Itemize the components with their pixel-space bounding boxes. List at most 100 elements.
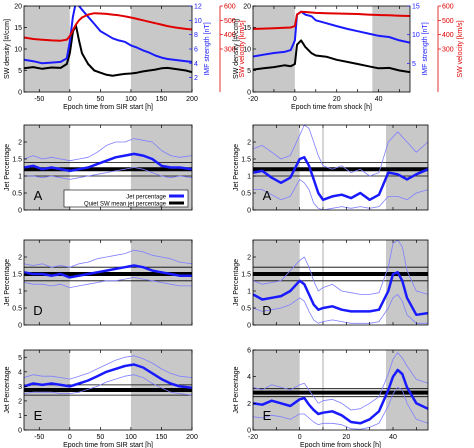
series-upper xyxy=(253,352,428,411)
series-upper xyxy=(24,355,192,380)
y-tick-label: 0 xyxy=(247,428,251,435)
panel-letter: E xyxy=(34,408,43,423)
series-mean xyxy=(24,264,192,279)
right1-axis-label: IMF strength [nT] xyxy=(422,22,429,75)
plot-area xyxy=(253,125,428,210)
right1-tick-label: 2 xyxy=(194,75,198,82)
y-tick-label: 1.5 xyxy=(12,157,22,164)
right2-tick-label: 600 xyxy=(442,4,454,11)
y-tick-label: 1.5 xyxy=(241,272,251,279)
right2-tick-label: 300 xyxy=(224,47,236,54)
right2-tick-label: 500 xyxy=(442,18,454,25)
panel-letter: D xyxy=(262,303,271,318)
plot-frame xyxy=(252,124,429,211)
right2-tick-label: 500 xyxy=(224,18,236,25)
right1-tick-label: 8 xyxy=(194,32,198,39)
x-tick-label: 40 xyxy=(389,434,397,441)
shaded-region xyxy=(253,6,295,92)
y-tick-label: 1 xyxy=(247,289,251,296)
series-mean xyxy=(253,156,428,202)
series-velocity xyxy=(253,10,410,30)
shaded-region xyxy=(24,240,70,325)
panel-letter: E xyxy=(263,408,272,423)
y-tick-label: 2 xyxy=(247,255,251,262)
x-axis-label: Epoch time from SIR start [h] xyxy=(63,104,153,111)
right1-tick-label: 15 xyxy=(412,4,420,11)
y-tick-label: 1.5 xyxy=(241,157,251,164)
plot-area xyxy=(24,249,192,289)
x-tick-label: 50 xyxy=(96,96,104,103)
right2-axis-label: SW velocity [km/s] xyxy=(457,20,464,77)
series-lower xyxy=(24,374,192,396)
y-tick-label: 2 xyxy=(247,401,251,408)
right2-tick-label: 600 xyxy=(224,4,236,11)
plot-frame xyxy=(23,239,193,326)
series-mean xyxy=(253,271,428,317)
shaded-region xyxy=(386,240,428,325)
y-tick-label: 0 xyxy=(18,208,22,215)
y-tick-label: 2 xyxy=(18,140,22,147)
y-tick-label: 2 xyxy=(18,255,22,262)
shaded-region xyxy=(253,350,300,430)
series-lower xyxy=(253,386,428,430)
y-tick-label: 4 xyxy=(18,369,22,376)
right1-tick-label: 10 xyxy=(194,18,202,25)
y-tick-label: 0.5 xyxy=(12,191,22,198)
panel-letter: D xyxy=(33,303,42,318)
x-tick-label: 40 xyxy=(375,96,383,103)
y-tick-label: 1.5 xyxy=(12,272,22,279)
y-tick-label: 0 xyxy=(18,90,22,97)
chart-shock_A: 0 0.5 1 1.5 2 Jet Percentage A xyxy=(233,124,429,215)
x-axis-label: Epoch time from shock [h] xyxy=(300,442,381,448)
y-axis-label: Jet Percentage xyxy=(4,259,11,306)
chart-shock_D: 0 0.5 1 1.5 2 Jet Percentage D xyxy=(233,239,429,330)
panel-letter: A xyxy=(34,188,43,203)
x-tick-label: 100 xyxy=(125,96,137,103)
y-tick-label: 1 xyxy=(247,174,251,181)
y-tick-label: 10 xyxy=(14,47,22,54)
y-tick-label: 20 xyxy=(243,4,251,11)
x-tick-label: 0 xyxy=(298,434,302,441)
shaded-region xyxy=(372,6,410,92)
plot-frame xyxy=(23,349,193,431)
y-axis-label: Jet Percentage xyxy=(233,366,240,413)
series-imf xyxy=(24,6,192,65)
plot-area xyxy=(253,10,410,74)
right1-tick-label: 6 xyxy=(194,47,198,54)
series-lower xyxy=(24,167,192,180)
y-tick-label: 0.5 xyxy=(241,306,251,313)
plot-frame xyxy=(252,239,429,326)
y-tick-label: 1 xyxy=(18,289,22,296)
series-density xyxy=(253,39,410,74)
x-tick-label: 0 xyxy=(68,96,72,103)
right2-tick-label: 400 xyxy=(224,32,236,39)
series-lower xyxy=(253,178,428,210)
x-tick-label: 0 xyxy=(68,434,72,441)
y-tick-label: 5 xyxy=(247,68,251,75)
right1-tick-label: 5 xyxy=(412,61,416,68)
y-tick-label: 15 xyxy=(14,25,22,32)
series-upper xyxy=(253,240,428,295)
y-tick-label: 0.5 xyxy=(241,191,251,198)
y-tick-label: 2 xyxy=(18,398,22,405)
series-lower xyxy=(253,293,428,324)
series-upper xyxy=(253,125,428,177)
y-tick-label: 0 xyxy=(18,428,22,435)
right2-tick-label: 300 xyxy=(442,47,454,54)
y-tick-label: 5 xyxy=(18,68,22,75)
y-axis-label: Jet Percentage xyxy=(4,144,11,191)
plot-area xyxy=(253,352,428,430)
x-tick-label: 20 xyxy=(342,434,350,441)
panel-letter: A xyxy=(263,188,272,203)
legend-entry-label: Quiet SW mean jet percentage xyxy=(84,201,167,207)
series-velocity xyxy=(24,12,192,42)
y-tick-label: 1 xyxy=(18,174,22,181)
series-upper xyxy=(24,138,192,162)
right1-axis-label: IMF strength [nT] xyxy=(204,22,211,75)
x-tick-label: 100 xyxy=(125,434,137,441)
x-tick-label: -50 xyxy=(34,96,44,103)
y-tick-label: 1 xyxy=(18,413,22,420)
plot-area xyxy=(24,355,192,396)
y-tick-label: 2 xyxy=(247,140,251,147)
y-tick-label: 6 xyxy=(247,348,251,355)
